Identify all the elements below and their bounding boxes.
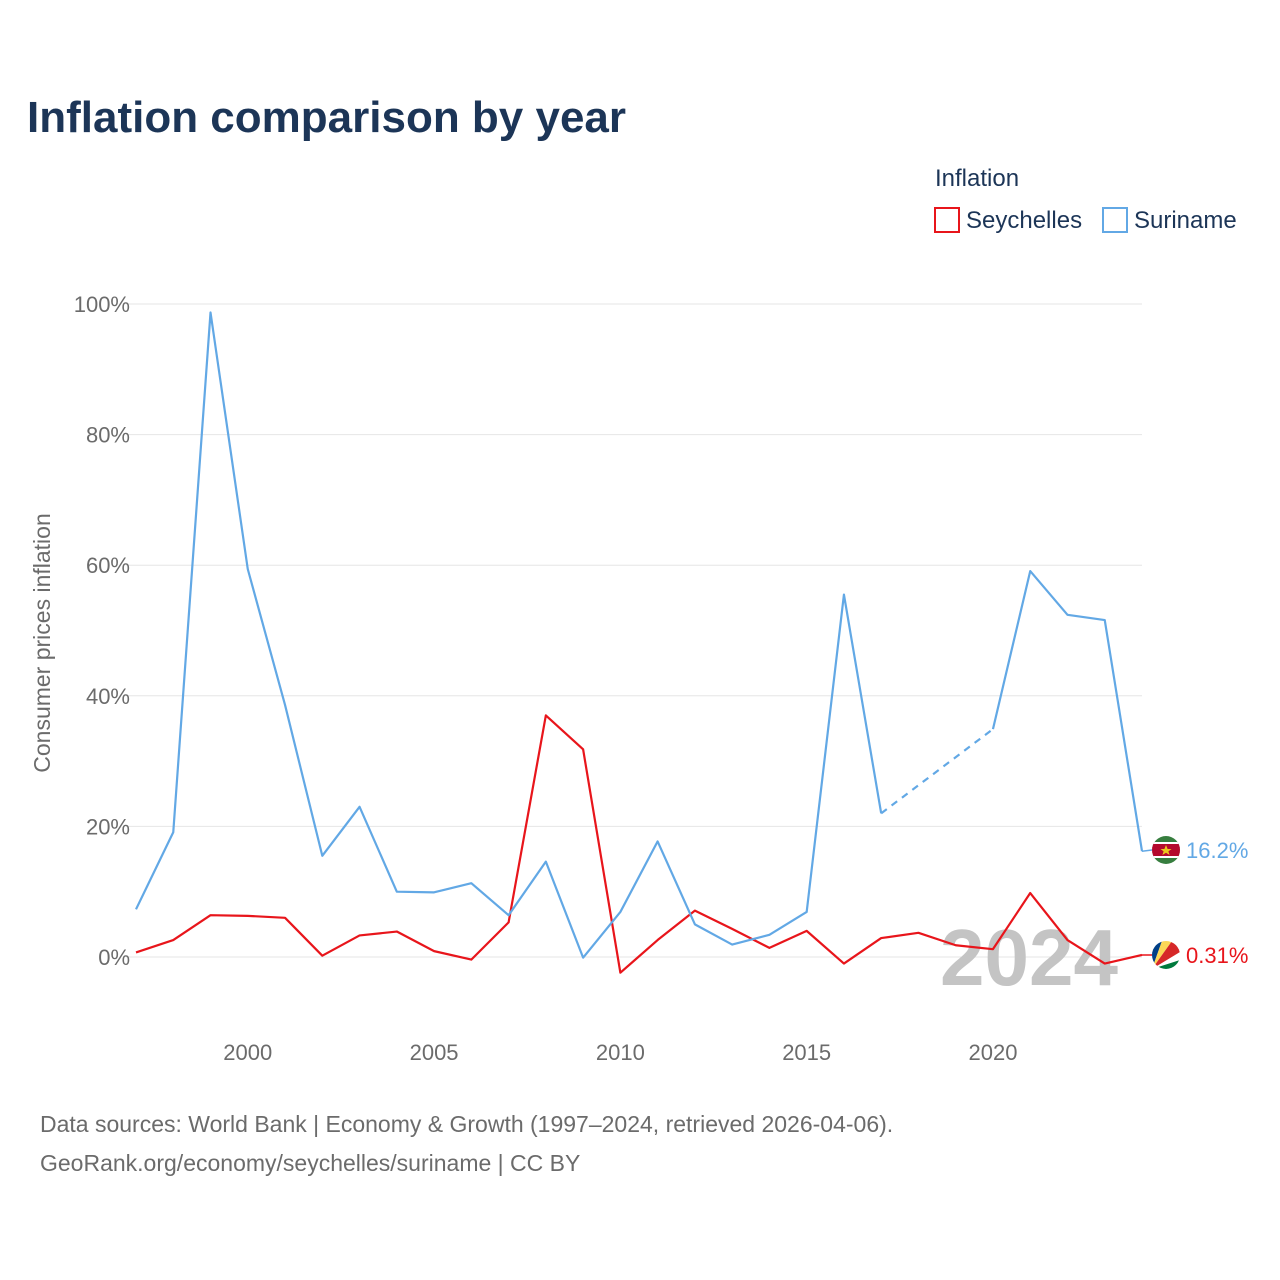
x-axis-ticks: 2000 2005 2010 2015 2020	[223, 1040, 1017, 1065]
x-tick-label: 2020	[968, 1040, 1017, 1065]
y-tick-label: 20%	[86, 814, 130, 839]
end-connector-suriname	[1141, 849, 1153, 852]
legend-label-seychelles[interactable]: Seychelles	[966, 207, 1082, 234]
x-tick-label: 2015	[782, 1040, 831, 1065]
end-label-seychelles: 0.31%	[1186, 943, 1248, 968]
chart-title: Inflation comparison by year	[27, 93, 626, 142]
series-line-suriname[interactable]	[135, 311, 883, 959]
series-line-seychelles[interactable]	[135, 714, 1143, 974]
legend-swatch-suriname[interactable]	[1102, 207, 1128, 233]
y-axis-ticks: 0% 20% 40% 60% 80% 100%	[74, 292, 130, 970]
series-line-suriname-estimated[interactable]	[880, 728, 994, 815]
legend: Inflation Seychelles Suriname	[934, 165, 1237, 234]
y-tick-label: 0%	[98, 945, 130, 970]
suriname-flag-icon	[1152, 836, 1180, 864]
source-line-1: Data sources: World Bank | Economy & Gro…	[40, 1111, 893, 1137]
y-tick-label: 100%	[74, 292, 130, 317]
source-line-2[interactable]: GeoRank.org/economy/seychelles/suriname …	[40, 1150, 580, 1176]
y-tick-label: 80%	[86, 423, 130, 448]
y-axis-label: Consumer prices inflation	[29, 513, 55, 773]
legend-title: Inflation	[935, 165, 1019, 192]
x-tick-label: 2000	[223, 1040, 272, 1065]
y-tick-label: 60%	[86, 553, 130, 578]
gridlines	[126, 303, 1142, 958]
year-watermark: 2024	[940, 913, 1118, 1002]
series-line-suriname[interactable]	[991, 569, 1144, 852]
series-lines	[135, 311, 1144, 974]
y-tick-label: 40%	[86, 684, 130, 709]
legend-label-suriname[interactable]: Suriname	[1134, 207, 1237, 234]
end-labels: 0.31% 16.2%	[1141, 838, 1248, 968]
legend-swatch-seychelles[interactable]	[934, 207, 960, 233]
end-label-suriname: 16.2%	[1186, 838, 1248, 863]
seychelles-flag-icon	[1152, 941, 1180, 969]
x-tick-label: 2005	[410, 1040, 459, 1065]
x-tick-label: 2010	[596, 1040, 645, 1065]
